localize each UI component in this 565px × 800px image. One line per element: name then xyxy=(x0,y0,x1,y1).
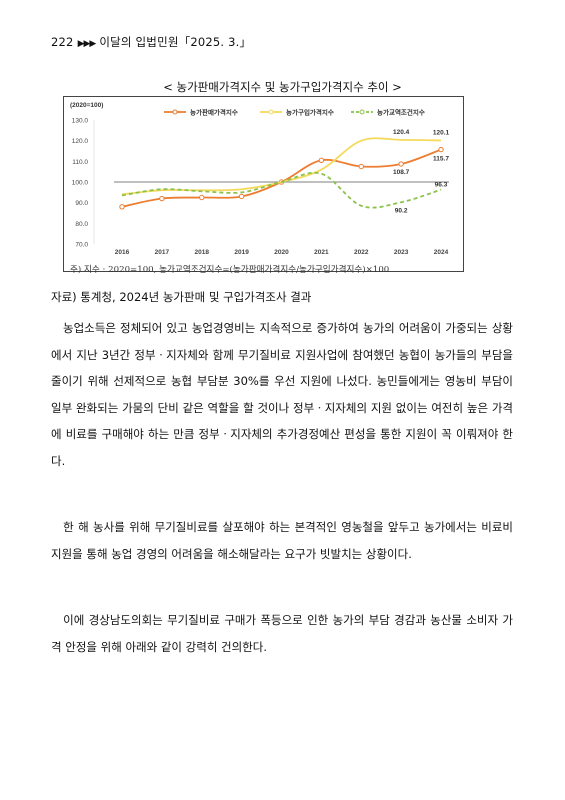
legend-marker-1 xyxy=(172,109,178,115)
legend-label-1: 농가판매가격지수 xyxy=(190,108,238,117)
figure-title: < 농가판매가격지수 및 농가구입가격지수 추이 > xyxy=(163,80,402,94)
series-line-2 xyxy=(121,137,442,196)
page-number: 222 xyxy=(51,35,74,49)
series-line-1 xyxy=(121,148,442,208)
data-label: 115.7 xyxy=(433,156,449,163)
header-arrows: ▶▶▶ xyxy=(77,39,97,49)
series-1-point xyxy=(358,163,364,170)
x-tick-label: 2024 xyxy=(434,249,449,256)
series-1-point xyxy=(318,157,325,163)
running-header: 222 ▶▶▶ 이달의 입법민원「2025. 3.」 xyxy=(51,34,251,50)
y-tick-label: 80.0 xyxy=(75,221,88,228)
x-tick-label: 2019 xyxy=(234,249,249,256)
x-tick-label: 2018 xyxy=(195,249,210,256)
data-label: 96.3 xyxy=(435,182,448,189)
y-tick-label: 130.0 xyxy=(72,118,89,125)
x-tick-label: 2016 xyxy=(115,249,130,256)
data-label: 90.2 xyxy=(395,207,408,214)
x-tick-label: 2021 xyxy=(314,249,329,256)
series-1-point xyxy=(119,204,125,210)
line-chart: (2020=100) 70.0 80.0 90.0 100.0 110.0 120.0 130… xyxy=(70,102,450,256)
legend-label-3: 농가교역조건지수 xyxy=(377,108,425,117)
chart-unit-label: (2020=100) xyxy=(70,102,103,109)
series-1-point xyxy=(438,146,444,153)
x-tick-label: 2023 xyxy=(394,249,409,256)
x-tick-label: 2020 xyxy=(274,249,289,256)
data-label: 120.4 xyxy=(393,129,410,136)
y-tick-label: 110.0 xyxy=(72,159,88,166)
body-paragraph-3: 이에 경상남도의회는 무기질비료 구매가 폭등으로 인한 농가의 부담 경감과 … xyxy=(51,613,513,654)
body-paragraph-2: 한 해 농사를 위해 무기질비료를 살포해야 하는 본격적인 영농철을 앞두고 … xyxy=(51,520,513,561)
y-tick-label: 90.0 xyxy=(75,200,88,207)
legend-label-2: 농가구입가격지수 xyxy=(286,108,334,117)
legend-marker-3 xyxy=(359,109,365,115)
x-tick-label: 2022 xyxy=(354,249,369,256)
data-label: 108.7 xyxy=(393,169,410,176)
series-line-3 xyxy=(121,171,442,209)
header-title: 이달의 입법민원「2025. 3.」 xyxy=(99,35,252,49)
y-tick-label: 70.0 xyxy=(75,242,88,249)
y-tick-label: 100.0 xyxy=(72,180,89,187)
figure-note: 주) 지수 : 2020=100, 농가교역조건지수=(농가판매가격지수/농가구… xyxy=(70,265,390,275)
chart-frame: (2020=100) 70.0 80.0 90.0 100.0 110.0 120.0 130… xyxy=(63,96,464,272)
legend-marker-2 xyxy=(268,109,274,115)
figure-source: 자료) 통계청, 2024년 농가판매 및 구입가격조사 결과 xyxy=(51,290,312,304)
series-1-point xyxy=(238,193,245,200)
data-label: 120.1 xyxy=(433,129,450,136)
y-tick-label: 120.0 xyxy=(72,138,89,145)
series-1-point xyxy=(398,161,404,167)
series-1-point xyxy=(199,194,205,201)
series-1-point xyxy=(159,195,165,202)
x-tick-label: 2017 xyxy=(155,249,170,256)
body-paragraph-1: 농업소득은 정체되어 있고 농업경영비는 지속적으로 증가하여 농가의 어려움이… xyxy=(51,321,513,468)
